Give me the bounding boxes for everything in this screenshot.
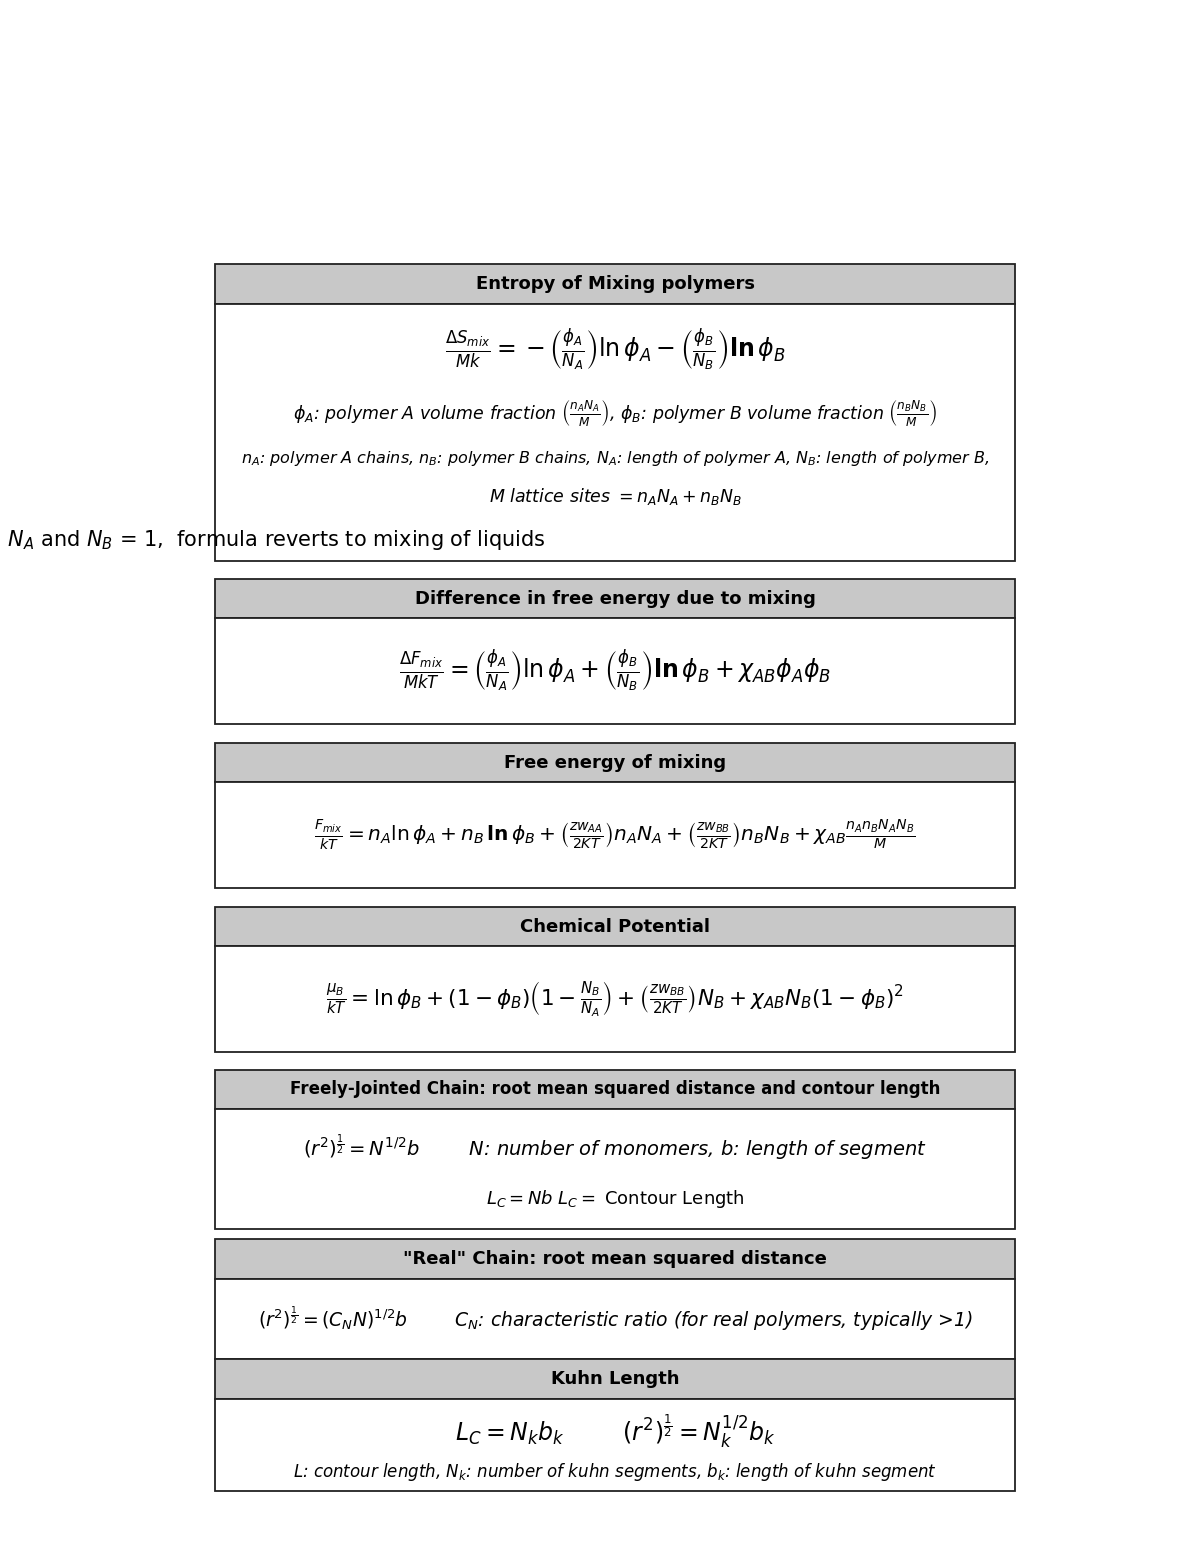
Text: $L_C = N_k b_k$        $(r^2)^{\frac{1}{2}} = N_k^{1/2}b_k$: $L_C = N_k b_k$ $(r^2)^{\frac{1}{2}} = N… — [455, 1413, 775, 1450]
FancyBboxPatch shape — [215, 782, 1015, 887]
Text: $\frac{\mu_B}{kT} = \ln\phi_B + (1-\phi_B)\left(1 - \frac{N_B}{N_A}\right) + \le: $\frac{\mu_B}{kT} = \ln\phi_B + (1-\phi_… — [326, 979, 904, 1018]
FancyBboxPatch shape — [215, 618, 1015, 724]
Text: Chemical Potential: Chemical Potential — [520, 917, 710, 936]
FancyBboxPatch shape — [215, 1360, 1015, 1399]
Text: $\phi_A$: polymer A volume fraction $\left(\frac{n_A N_A}{M}\right)$, $\phi_B$: : $\phi_A$: polymer A volume fraction $\le… — [293, 399, 937, 429]
FancyBboxPatch shape — [215, 580, 1015, 618]
Text: $\frac{\Delta S_{mix}}{Mk} = -\left(\frac{\phi_A}{N_A}\right)\ln\phi_A - \left(\: $\frac{\Delta S_{mix}}{Mk} = -\left(\fra… — [445, 328, 785, 373]
FancyBboxPatch shape — [215, 1279, 1015, 1360]
FancyBboxPatch shape — [215, 1240, 1015, 1279]
Text: $\frac{F_{mix}}{kT} = n_A\ln\phi_A + n_B\,\mathbf{ln}\,\phi_B + \left(\frac{zw_{: $\frac{F_{mix}}{kT} = n_A\ln\phi_A + n_B… — [314, 819, 916, 852]
FancyBboxPatch shape — [215, 1399, 1015, 1490]
FancyBboxPatch shape — [215, 1069, 1015, 1110]
Text: Kuhn Length: Kuhn Length — [551, 1371, 679, 1388]
Text: $n_A$: polymer A chains, $n_B$: polymer B chains, $N_A$: length of polymer A, $N: $n_A$: polymer A chains, $n_B$: polymer … — [241, 449, 989, 468]
FancyBboxPatch shape — [215, 264, 1015, 303]
Text: Freely-Jointed Chain: root mean squared distance and contour length: Freely-Jointed Chain: root mean squared … — [290, 1080, 940, 1099]
Text: $L_C = Nb\;L_C=$ Contour Length: $L_C = Nb\;L_C=$ Contour Length — [486, 1187, 744, 1209]
Text: $(r^2)^{\frac{1}{2}} = N^{1/2}b$        $N$: number of monomers, $b$: length of : $(r^2)^{\frac{1}{2}} = N^{1/2}b$ $N$: nu… — [304, 1131, 926, 1162]
Text: $L$: contour length, $N_k$: number of kuhn segments, $b_k$: length of kuhn segme: $L$: contour length, $N_k$: number of ku… — [293, 1461, 937, 1484]
Text: $\frac{\Delta F_{mix}}{MkT} = \left(\frac{\phi_A}{N_A}\right)\ln\phi_A + \left(\: $\frac{\Delta F_{mix}}{MkT} = \left(\fra… — [398, 648, 832, 693]
Text: $M$ lattice sites $= n_A N_A + n_B N_B$: $M$ lattice sites $= n_A N_A + n_B N_B$ — [488, 486, 742, 507]
Text: "Real" Chain: root mean squared distance: "Real" Chain: root mean squared distance — [403, 1251, 827, 1268]
Text: When $N_A$ and $N_B$ = 1,  formula reverts to mixing of liquids: When $N_A$ and $N_B$ = 1, formula revert… — [0, 528, 545, 552]
FancyBboxPatch shape — [215, 1110, 1015, 1229]
Text: Difference in free energy due to mixing: Difference in free energy due to mixing — [414, 589, 816, 608]
FancyBboxPatch shape — [215, 946, 1015, 1052]
FancyBboxPatch shape — [215, 908, 1015, 946]
Text: $(r^2)^{\frac{1}{2}} = (C_N N)^{1/2}b$        $C_N$: characteristic ratio (for r: $(r^2)^{\frac{1}{2}} = (C_N N)^{1/2}b$ $… — [258, 1305, 972, 1333]
FancyBboxPatch shape — [215, 303, 1015, 561]
Text: Free energy of mixing: Free energy of mixing — [504, 754, 726, 772]
Text: Entropy of Mixing polymers: Entropy of Mixing polymers — [475, 275, 755, 294]
FancyBboxPatch shape — [215, 743, 1015, 782]
